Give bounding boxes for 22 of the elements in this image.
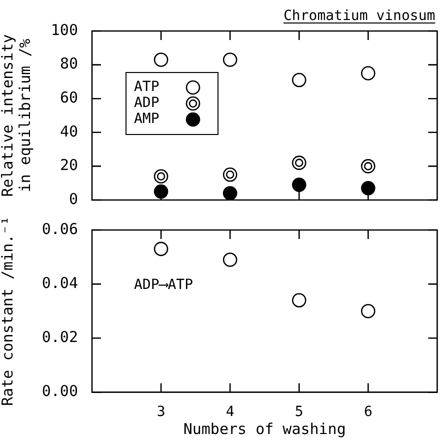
y-tick-label: 40 <box>60 122 78 140</box>
x-tick-label: 6 <box>364 404 372 420</box>
y-tick-label: 0.04 <box>42 274 78 292</box>
y-axis-title: Relative intensity in equilibrium /% <box>0 34 34 197</box>
y-tick-label: 0.02 <box>42 328 78 346</box>
x-axis-title: Numbers of washing <box>183 420 346 438</box>
legend-label: AMP <box>134 111 160 128</box>
x-tick-label: 5 <box>294 404 304 420</box>
y-tick-label: 20 <box>60 156 78 174</box>
y-axis-title: Rate constant /min.⁻¹ <box>0 216 17 406</box>
y-tick-label: 0 <box>68 190 78 208</box>
legend-label: ATP <box>134 79 160 96</box>
y-tick-label: 80 <box>60 54 78 73</box>
y-tick-label: 60 <box>60 88 78 106</box>
x-tick-label: 3 <box>156 404 166 420</box>
legend-label: ADP <box>134 95 160 112</box>
chart-title: Chromatium vinosum <box>283 8 436 24</box>
y-tick-label: 0.06 <box>42 220 78 238</box>
annotation: ADP⟶ATP <box>134 276 194 293</box>
x-tick-label: 4 <box>226 404 234 420</box>
y-tick-label: 0.00 <box>42 382 78 400</box>
y-tick-label: 100 <box>50 20 78 39</box>
